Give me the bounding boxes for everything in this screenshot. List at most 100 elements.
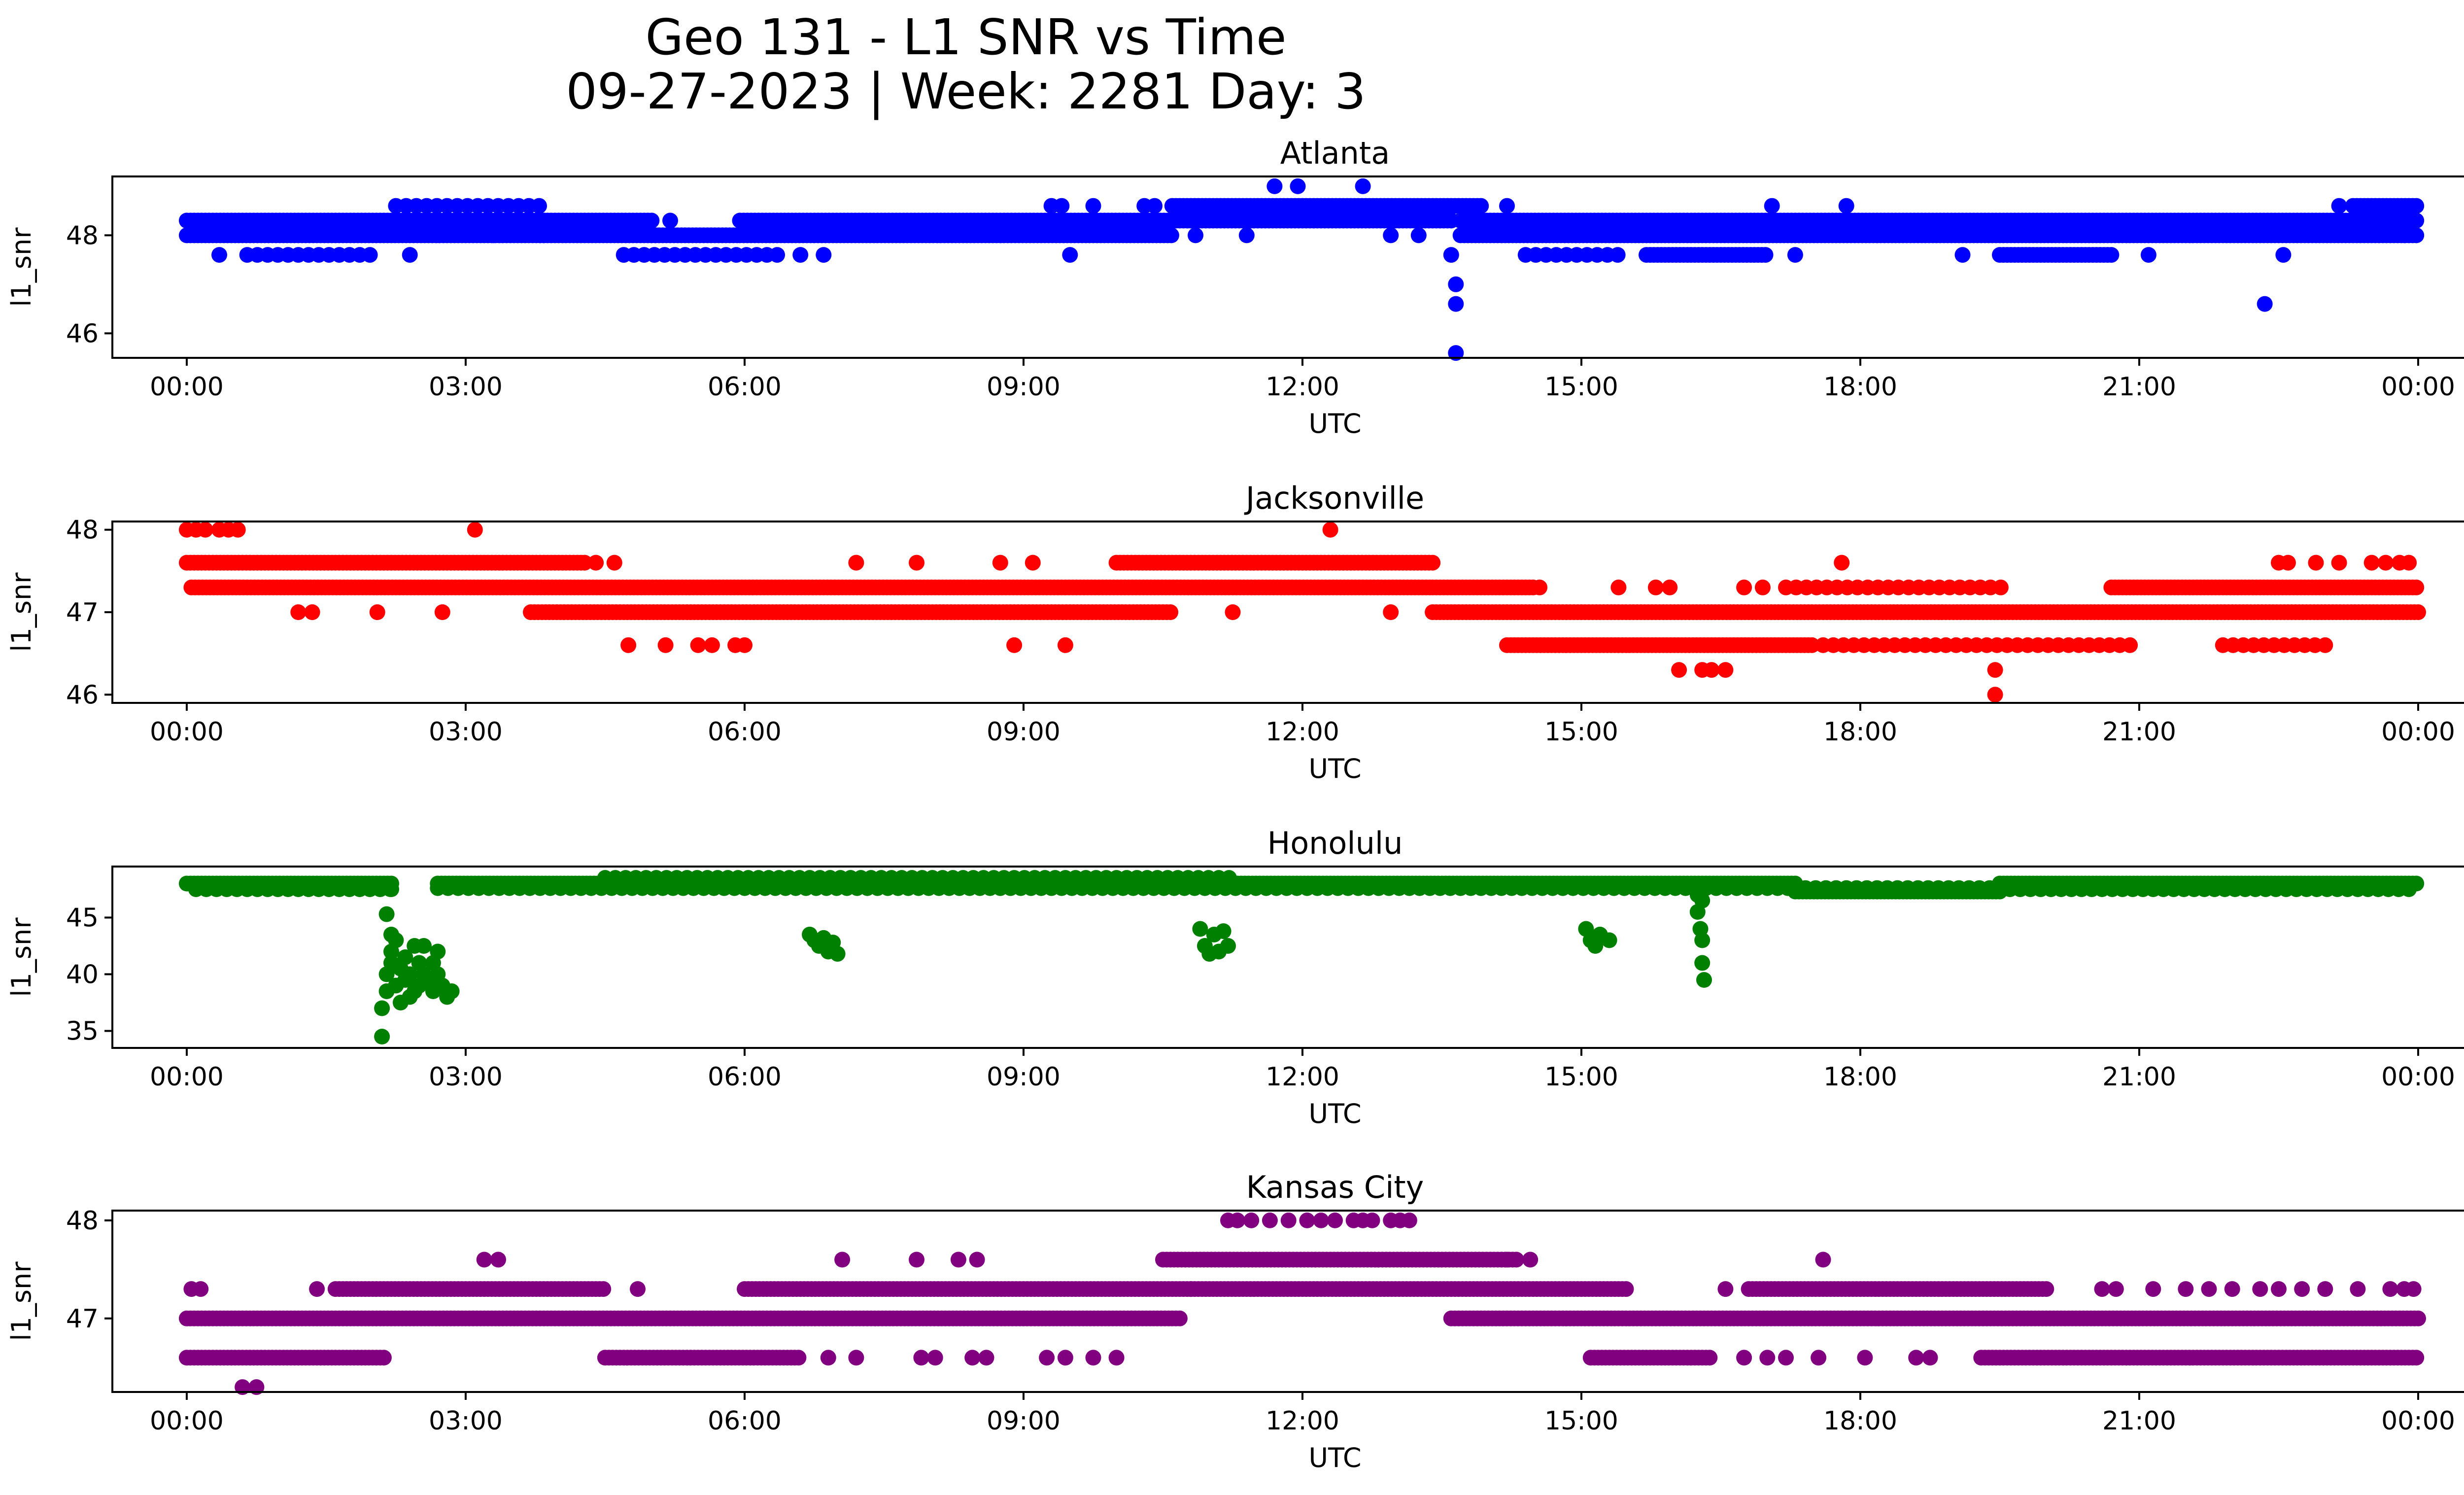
- data-point: [476, 1252, 492, 1268]
- data-point: [2280, 555, 2296, 571]
- data-point: [1838, 198, 1854, 214]
- data-point: [1694, 932, 1711, 948]
- x-tick-label: 00:00: [150, 717, 224, 747]
- data-point: [1671, 662, 1687, 678]
- data-point: [1778, 1350, 1794, 1366]
- data-point: [588, 555, 604, 571]
- y-tick-label: 48: [66, 221, 99, 250]
- data-point: [2408, 227, 2425, 243]
- data-point: [2408, 579, 2425, 595]
- x-tick-label: 00:00: [2381, 717, 2455, 747]
- data-point: [1473, 198, 1489, 214]
- data-point: [1355, 178, 1371, 194]
- data-point: [913, 1350, 929, 1366]
- data-point: [834, 1252, 851, 1268]
- data-point: [1215, 923, 1232, 939]
- y-tick-label: 46: [66, 319, 99, 348]
- data-point: [1702, 1350, 1718, 1366]
- data-point: [531, 198, 547, 214]
- data-point: [1171, 1310, 1188, 1326]
- x-tick-label: 21:00: [2102, 372, 2176, 402]
- data-point: [620, 637, 637, 653]
- x-tick-label: 06:00: [708, 717, 782, 747]
- data-point: [909, 1252, 924, 1268]
- x-tick-label: 00:00: [2381, 1062, 2455, 1092]
- data-point: [1383, 227, 1399, 243]
- data-point: [1499, 198, 1515, 214]
- data-point: [1787, 247, 1803, 263]
- data-point: [662, 212, 678, 229]
- data-point: [2410, 1310, 2426, 1326]
- data-point: [1759, 1350, 1776, 1366]
- data-point: [1108, 1350, 1125, 1366]
- data-markers: [178, 178, 2425, 361]
- data-point: [388, 932, 404, 948]
- data-point: [577, 555, 593, 571]
- x-tick-label: 03:00: [429, 717, 503, 747]
- axes-frame: [111, 1210, 2464, 1393]
- data-point: [2308, 555, 2324, 571]
- data-point: [829, 946, 846, 962]
- data-point: [1992, 579, 2009, 595]
- data-point: [964, 1350, 981, 1366]
- data-point: [606, 555, 622, 571]
- x-tick-label: 09:00: [987, 372, 1061, 402]
- data-point: [1266, 178, 1283, 194]
- data-point: [383, 881, 399, 897]
- data-point: [230, 522, 246, 538]
- data-point: [1522, 1252, 1539, 1268]
- data-point: [1401, 1212, 1417, 1228]
- subplot-title: Jacksonville: [1244, 480, 1424, 516]
- data-point: [1299, 1212, 1315, 1228]
- data-point: [434, 604, 450, 620]
- data-point: [595, 1281, 612, 1297]
- data-point: [1290, 178, 1306, 194]
- data-point: [467, 522, 483, 538]
- data-point: [848, 1350, 864, 1366]
- x-tick-label: 18:00: [1823, 1062, 1897, 1092]
- data-point: [1618, 1281, 1634, 1297]
- data-point: [644, 212, 660, 229]
- y-tick-label: 45: [66, 904, 99, 933]
- data-point: [1647, 579, 1664, 595]
- data-point: [1280, 1212, 1297, 1228]
- x-tick-label: 06:00: [708, 1062, 782, 1092]
- data-point: [1717, 662, 1734, 678]
- data-point: [1220, 938, 1236, 954]
- data-markers: [178, 1212, 2426, 1395]
- x-tick-label: 21:00: [2102, 717, 2176, 747]
- x-tick-label: 15:00: [1544, 717, 1618, 747]
- data-point: [2363, 555, 2380, 571]
- x-tick-label: 00:00: [150, 372, 224, 402]
- data-point: [1163, 604, 1179, 620]
- data-point: [1922, 1350, 1938, 1366]
- data-point: [2038, 1281, 2054, 1297]
- y-tick-label: 35: [66, 1017, 99, 1046]
- data-point: [211, 247, 227, 263]
- data-point: [2401, 555, 2417, 571]
- data-point: [1039, 1350, 1055, 1366]
- data-point: [490, 1252, 506, 1268]
- y-axis-label: l1_snr: [6, 572, 37, 652]
- data-point: [1757, 247, 1774, 263]
- x-tick-label: 15:00: [1544, 1062, 1618, 1092]
- data-point: [1057, 1350, 1073, 1366]
- data-point: [2294, 1281, 2310, 1297]
- data-point: [1736, 579, 1752, 595]
- data-point: [1610, 579, 1627, 595]
- data-point: [2094, 1281, 2110, 1297]
- data-point: [1238, 227, 1255, 243]
- data-point: [909, 555, 924, 571]
- data-point: [1954, 247, 1971, 263]
- data-point: [1025, 555, 1041, 571]
- data-point: [1448, 296, 1464, 312]
- data-point: [1163, 227, 1179, 243]
- data-point: [1383, 604, 1399, 620]
- data-point: [1192, 921, 1208, 937]
- data-point: [1448, 276, 1464, 292]
- x-tick-label: 09:00: [987, 1406, 1061, 1436]
